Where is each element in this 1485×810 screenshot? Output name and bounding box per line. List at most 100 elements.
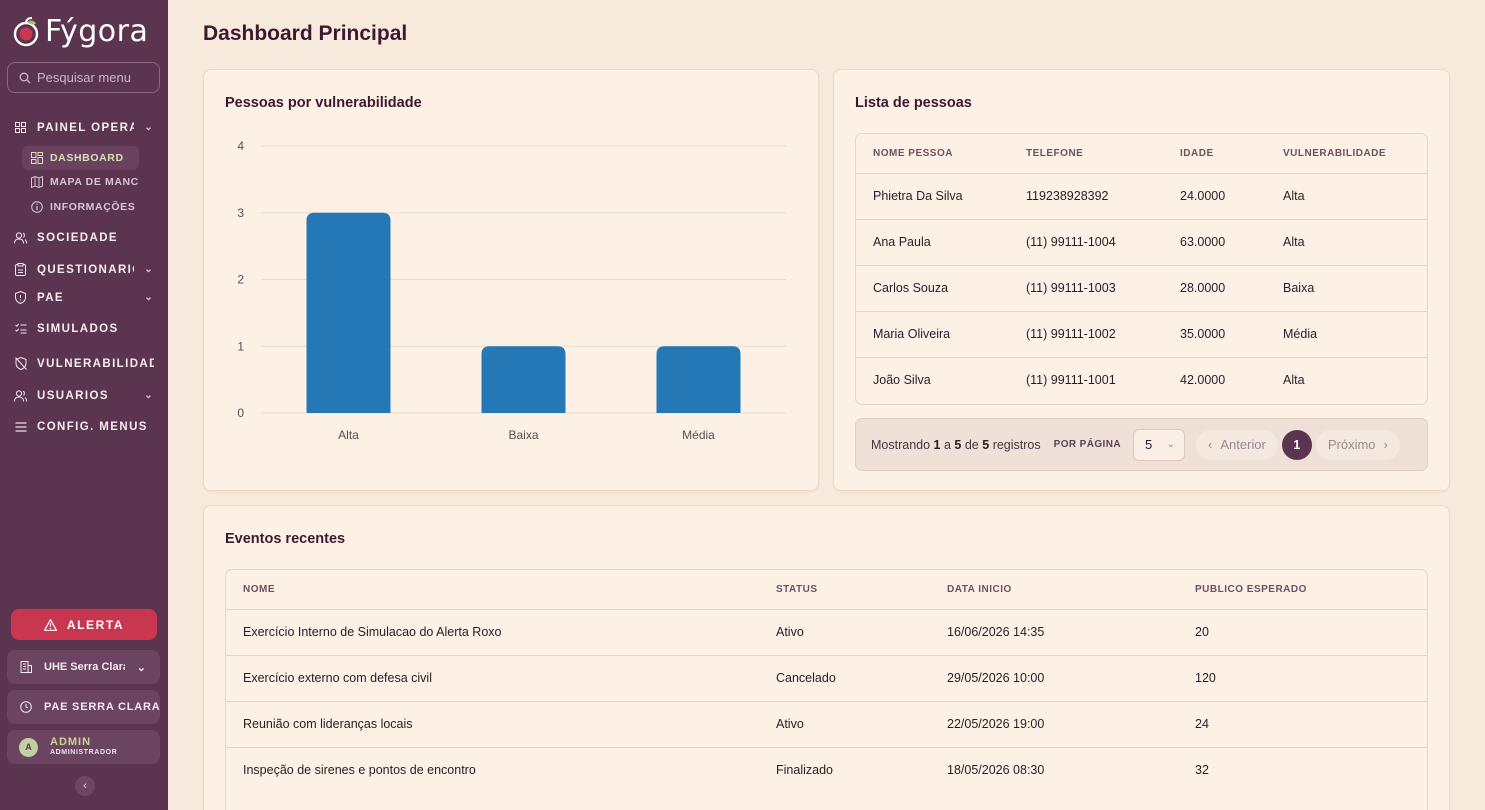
collapse-sidebar-button[interactable]: ‹ — [75, 776, 95, 796]
table-row[interactable]: Phietra Da Silva 119238928392 24.0000 Al… — [856, 173, 1427, 220]
sidebar-item-simulados[interactable]: SIMULADOS — [14, 322, 154, 335]
cell-nome: Exercício Interno de Simulacao do Alerta… — [226, 609, 759, 656]
column-header[interactable]: DATA INICIO — [930, 570, 1178, 610]
chevron-left-icon: ‹ — [83, 780, 87, 792]
page-number-button[interactable]: 1 — [1281, 429, 1312, 460]
chart-card-title: Pessoas por vulnerabilidade — [225, 95, 422, 111]
per-page-value: 5 — [1144, 437, 1153, 452]
column-header[interactable]: PUBLICO ESPERADO — [1178, 570, 1427, 610]
column-header[interactable]: STATUS — [759, 570, 930, 610]
avatar: A — [19, 737, 38, 757]
cell-publico: 120 — [1178, 655, 1427, 702]
checklist-icon — [14, 322, 27, 335]
sidebar-subitem-label: DASHBOARD — [50, 152, 124, 164]
chart-card: Pessoas por vulnerabilidade 0 1 2 3 4 Alta Bai… — [203, 69, 819, 491]
sidebar-item-label: VULNERABILIDADES — [37, 357, 154, 370]
table-row[interactable]: João Silva (11) 99111-1001 42.0000 Alta — [856, 357, 1427, 403]
sidebar-subitem-mapa[interactable]: MAPA DE MANCHAS — [22, 170, 139, 194]
bar — [481, 346, 566, 413]
cell-status: Finalizado — [776, 763, 833, 778]
cell-vulnerabilidade: Média — [1266, 311, 1427, 358]
per-page-select[interactable]: 5 ⌄ — [1132, 428, 1185, 461]
column-header[interactable]: IDADE — [1163, 134, 1266, 174]
cell-nome: Carlos Souza — [856, 265, 1009, 312]
sidebar-item-questionarios[interactable]: QUESTIONÁRIOS ⌄ — [14, 263, 154, 276]
table-row[interactable]: Reunião com lideranças locais Ativo 22/0… — [226, 701, 1427, 748]
sidebar-subitem-informacoes[interactable]: INFORMAÇÕES — [22, 195, 139, 219]
previous-page-button[interactable]: ‹ Anterior — [1195, 429, 1278, 460]
y-tick-label: 1 — [237, 339, 244, 353]
shield-icon — [14, 291, 27, 304]
sidebar-subitem-label: MAPA DE MANCHAS — [50, 176, 139, 188]
per-page-label: POR PÁGINA — [1053, 439, 1121, 450]
cell-vulnerabilidade: Alta — [1283, 373, 1305, 388]
people-card-title: Lista de pessoas — [855, 95, 972, 111]
column-header[interactable]: NOME PESSOA — [856, 134, 1009, 174]
table-row[interactable]: Exercício externo com defesa civil Cance… — [226, 655, 1427, 702]
sidebar: Fýgora Pesquisar menu PAINEL OPERACIONAL… — [0, 0, 168, 810]
cell-nome: Exercício externo com defesa civil — [226, 655, 759, 702]
table-row[interactable]: Exercício Interno de Simulacao do Alerta… — [226, 609, 1427, 656]
column-header[interactable]: TELEFONE — [1009, 134, 1163, 174]
cell-publico: 24 — [1178, 701, 1427, 748]
table-header-row: NOME STATUS DATA INICIO PUBLICO ESPERADO — [226, 570, 1427, 610]
bar — [306, 212, 391, 413]
sidebar-item-config-menus[interactable]: CONFIG. MENUS — [14, 420, 154, 433]
sidebar-item-vulnerabilidades[interactable]: VULNERABILIDADES — [14, 357, 154, 370]
menu-search-input[interactable]: Pesquisar menu — [7, 62, 160, 93]
cell-vulnerabilidade: Alta — [1266, 173, 1427, 220]
chevron-down-icon: ⌄ — [144, 292, 154, 303]
dashboard-icon — [30, 152, 43, 165]
cell-idade: 28.0000 — [1163, 265, 1266, 312]
table-row[interactable]: Inspeção de sirenes e pontos de encontro… — [226, 747, 1427, 793]
sidebar-item-painel-operacional[interactable]: PAINEL OPERACIONAL ⌄ — [14, 121, 154, 134]
brand-logo[interactable]: Fýgora — [13, 14, 148, 49]
cell-nome: João Silva — [873, 373, 931, 388]
pae-selector[interactable]: PAE SERRA CLARA — [7, 690, 160, 724]
cell-nome: Maria Oliveira — [856, 311, 1009, 358]
column-header[interactable]: NOME — [226, 570, 759, 610]
clipboard-icon — [14, 263, 27, 276]
user-info: ADMIN ADMINISTRADOR — [50, 736, 117, 758]
cell-telefone: 119238928392 — [1009, 173, 1163, 220]
brand-name: Fýgora — [45, 14, 149, 49]
sidebar-item-usuarios[interactable]: USUÁRIOS ⌄ — [14, 389, 154, 402]
sidebar-subitem-label: INFORMAÇÕES — [50, 201, 136, 213]
cell-status: Ativo — [759, 701, 930, 748]
sidebar-item-label: CONFIG. MENUS — [37, 420, 148, 433]
sidebar-item-label: PAINEL OPERACIONAL — [37, 121, 135, 134]
table-row[interactable]: Maria Oliveira (11) 99111-1002 35.0000 M… — [856, 311, 1427, 358]
next-page-button[interactable]: Próximo › — [1315, 429, 1400, 460]
fruit-logo-icon — [13, 16, 39, 47]
cell-idade: 24.0000 — [1163, 173, 1266, 220]
summary-from: 1 — [933, 437, 941, 452]
table-row[interactable]: Ana Paula (11) 99111-1004 63.0000 Alta — [856, 219, 1427, 266]
table-row[interactable]: Carlos Souza (11) 99111-1003 28.0000 Bai… — [856, 265, 1427, 312]
table-header-row: NOME PESSOA TELEFONE IDADE VULNERABILIDA… — [856, 134, 1427, 174]
plant-selector[interactable]: UHE Serra Clara ⌄ — [7, 650, 160, 684]
previous-label: Anterior — [1220, 437, 1266, 452]
grid-icon — [14, 121, 27, 134]
info-icon — [30, 201, 43, 214]
cell-vulnerabilidade: Alta — [1266, 219, 1427, 266]
menu-icon — [14, 420, 27, 433]
cell-telefone: (11) 99111-1002 — [1009, 311, 1163, 358]
cell-nome: Reunião com lideranças locais — [226, 701, 759, 748]
bar — [656, 346, 741, 413]
cell-vulnerabilidade: Baixa — [1266, 265, 1427, 312]
pae-label: PAE SERRA CLARA — [44, 701, 160, 713]
chevron-right-icon: › — [1383, 437, 1388, 452]
alert-label: ALERTA — [66, 617, 125, 632]
sidebar-item-label: USUÁRIOS — [37, 389, 109, 402]
x-tick-label: Alta — [338, 428, 359, 442]
cell-data-inicio: 16/06/2026 14:35 — [930, 609, 1178, 656]
building-icon — [19, 661, 32, 674]
sidebar-item-sociedade[interactable]: SOCIEDADE — [14, 231, 154, 244]
bar-chart: 0 1 2 3 4 Alta Baixa Média — [237, 139, 786, 442]
sidebar-subitem-dashboard[interactable]: DASHBOARD — [22, 146, 139, 170]
user-profile[interactable]: A ADMIN ADMINISTRADOR — [7, 730, 160, 764]
user-name: ADMIN — [50, 736, 92, 748]
column-header[interactable]: VULNERABILIDADE — [1266, 134, 1427, 174]
sidebar-item-pae[interactable]: PAE ⌄ — [14, 291, 154, 304]
alert-button[interactable]: ALERTA — [11, 609, 157, 640]
